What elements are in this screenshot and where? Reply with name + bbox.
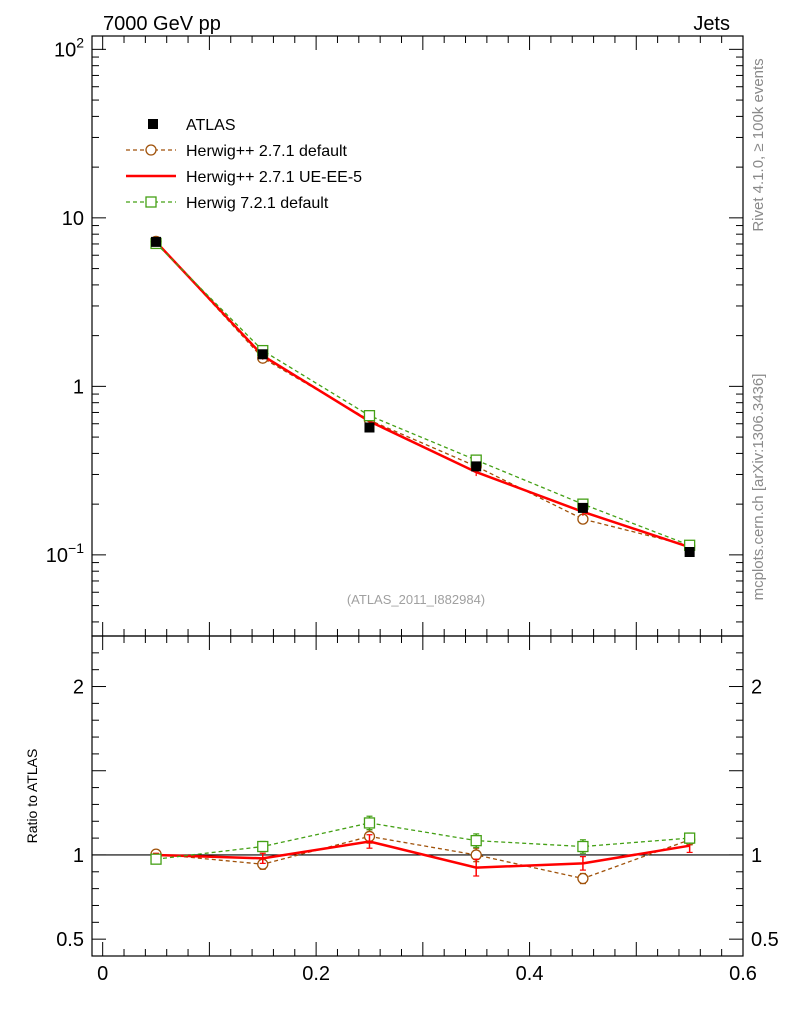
x-tick-label: 0.6 — [729, 963, 757, 985]
legend-marker — [145, 144, 157, 156]
ratio-series-point — [577, 872, 589, 885]
main-y-tick-label: 1 — [73, 376, 84, 398]
ratio-y-tick-label-right: 1 — [751, 845, 762, 867]
header-left: 7000 GeV pp — [103, 13, 221, 35]
ratio-series-point — [577, 840, 589, 853]
mcplots-label: mcplots.cern.ch [arXiv:1306.3436] — [750, 374, 767, 601]
atlas-data-point — [471, 461, 482, 472]
ratio-y-tick-label-right: 0.5 — [751, 929, 779, 951]
ratio-y-tick-label: 0.5 — [56, 929, 84, 951]
main-x-ticks — [102, 36, 744, 636]
main-y-tick-label-base: 10 — [46, 545, 68, 567]
main-series-line — [155, 242, 690, 546]
legend-label: Herwig++ 2.7.1 UE-EE-5 — [186, 169, 362, 186]
header-right: Jets — [693, 13, 730, 35]
main-series — [150, 235, 696, 557]
atlas-data-point — [257, 349, 268, 360]
ratio-series-point — [257, 840, 269, 853]
ratio-series — [150, 815, 696, 885]
ratio-series-point — [470, 849, 482, 861]
legend-label: Herwig 7.2.1 default — [186, 195, 329, 212]
ratio-series-point — [683, 832, 696, 844]
main-series-line — [155, 241, 691, 549]
ratio-series-line — [155, 840, 690, 869]
main-y-tick-label: 10 — [62, 208, 84, 230]
ratio-y-tick-label-right: 2 — [751, 677, 762, 699]
x-tick-label: 0.4 — [516, 963, 544, 985]
legend: ATLAS Herwig++ 2.7.1 default Herwig++ 2.7.… — [126, 117, 362, 212]
legend-marker-atlas — [148, 119, 158, 129]
main-y-tick-label-base: 10 — [54, 39, 76, 61]
ratio-y-ticks: 2 2 1 1 0.5 0.5 — [56, 652, 779, 951]
main-series-point — [363, 410, 376, 422]
main-y-tick-label-exponent: 2 — [76, 34, 84, 50]
ratio-series-point — [150, 853, 162, 865]
legend-marker — [145, 196, 157, 208]
legend-label: Herwig++ 2.7.1 default — [186, 143, 348, 160]
ratio-panel: 2 2 1 1 0.5 0.5 0 0.2 0.4 0.6 Ratio to ATLAS — [24, 635, 779, 985]
ratio-series-point — [470, 834, 482, 847]
x-tick-label: 0 — [97, 963, 108, 985]
legend-label-atlas: ATLAS — [186, 117, 236, 134]
atlas-data-point — [684, 546, 695, 557]
main-y-tick-label: 102 — [54, 34, 84, 61]
ratio-y-tick-label: 1 — [73, 845, 84, 867]
main-y-tick-label-exponent: −1 — [68, 540, 84, 556]
rivet-label: Rivet 4.1.0, ≥ 100k events — [750, 58, 767, 231]
atlas-data-point — [364, 422, 375, 433]
analysis-id: (ATLAS_2011_I882984) — [347, 592, 485, 607]
ratio-series-point — [363, 817, 376, 829]
ratio-frame — [91, 635, 744, 957]
atlas-data-point — [151, 236, 162, 247]
ratio-series-line — [155, 822, 690, 860]
atlas-data-point — [577, 502, 588, 513]
x-tick-label: 0.2 — [302, 963, 330, 985]
ratio-x-ticks: 0 0.2 0.4 0.6 — [97, 636, 757, 985]
ratio-y-tick-label: 2 — [73, 677, 84, 699]
main-series-line — [155, 240, 690, 547]
ratio-ylabel: Ratio to ATLAS — [24, 749, 40, 844]
main-y-tick-label: 10−1 — [46, 540, 84, 567]
